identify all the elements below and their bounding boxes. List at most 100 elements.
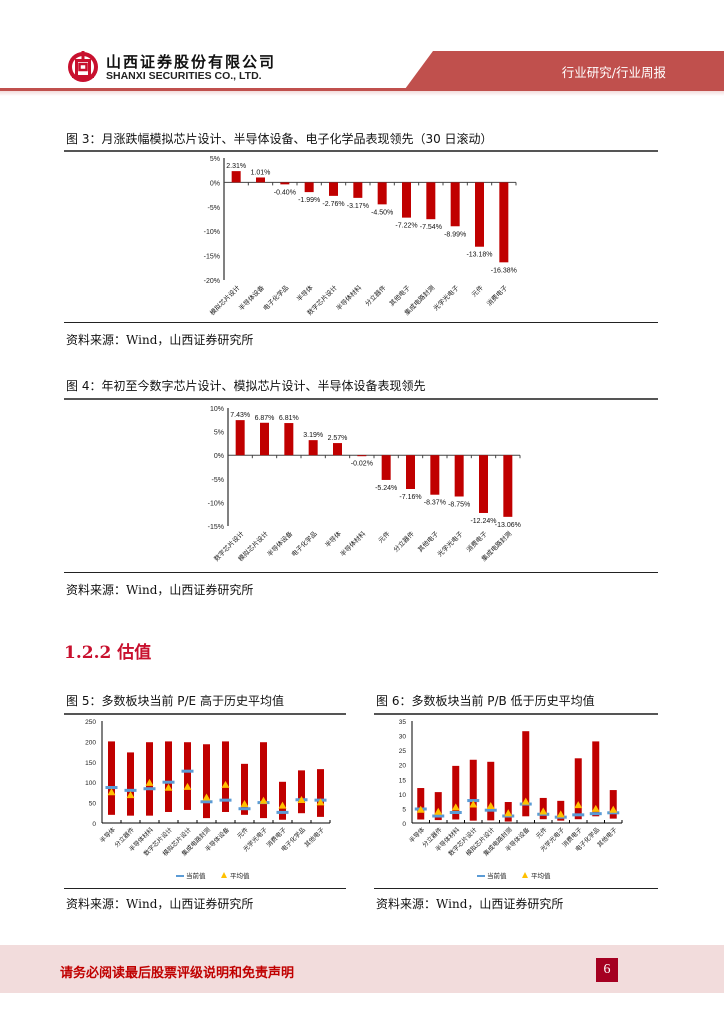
data-label: -0.40% xyxy=(274,189,296,196)
figure-3-top-rule xyxy=(64,150,658,152)
data-label: -5.24% xyxy=(375,485,397,492)
bar xyxy=(231,171,241,183)
x-category-label: 元件 xyxy=(534,826,548,840)
data-label: -8.75% xyxy=(448,502,470,509)
x-category-label: 元件 xyxy=(469,283,485,299)
x-category-label: 半导体 xyxy=(294,283,315,304)
legend-average-label: 平均值 xyxy=(531,871,551,880)
legend-current-swatch xyxy=(477,875,485,877)
data-label: 6.81% xyxy=(279,415,299,422)
y-tick-label: 20 xyxy=(399,763,407,770)
range-bar xyxy=(127,752,134,816)
current-value-marker xyxy=(219,798,232,802)
range-bar xyxy=(574,758,582,820)
figure-6-title: 图 6：多数板块当前 P/B 低于历史平均值 xyxy=(376,694,595,708)
data-label: 3.19% xyxy=(303,432,323,439)
x-category-label: 电子化学品 xyxy=(289,529,318,558)
y-tick-label: -20% xyxy=(204,278,220,285)
average-value-marker xyxy=(469,800,478,808)
y-tick-label: 30 xyxy=(399,734,407,741)
average-value-marker xyxy=(202,793,211,801)
average-value-marker xyxy=(591,804,600,812)
range-bar xyxy=(609,790,617,819)
average-value-marker xyxy=(504,809,513,817)
figure-5-bottom-rule xyxy=(64,888,346,889)
bar xyxy=(235,420,245,456)
range-bar xyxy=(487,761,495,821)
data-label: 2.31% xyxy=(226,163,246,170)
data-label: 6.87% xyxy=(255,415,275,422)
current-value-marker xyxy=(276,810,289,814)
legend-average-swatch xyxy=(221,872,227,878)
data-label: -8.37% xyxy=(424,500,446,507)
bar xyxy=(377,182,387,205)
current-value-marker xyxy=(607,811,620,815)
range-bar xyxy=(452,765,460,820)
page-number: 6 xyxy=(596,958,618,982)
header-divider xyxy=(0,88,724,91)
data-label: -12.24% xyxy=(470,518,496,525)
figure-4-title: 图 4：年初至今数字芯片设计、模拟芯片设计、半导体设备表现领先 xyxy=(66,379,426,393)
data-label: -4.50% xyxy=(371,209,393,216)
current-value-marker xyxy=(589,812,602,816)
data-label: 7.43% xyxy=(230,412,250,419)
y-tick-label: -5% xyxy=(208,205,220,212)
data-label: -2.76% xyxy=(322,201,344,208)
report-type: 行业研究/行业周报 xyxy=(561,65,666,80)
average-value-marker xyxy=(609,805,618,813)
x-category-label: 其他电子 xyxy=(303,826,326,849)
legend-average-label: 平均值 xyxy=(230,871,250,880)
page-header: 山西证券股份有限公司 SHANXI SECURITIES CO., LTD. 行… xyxy=(0,0,724,100)
figure-5-source: 资料来源：Wind，山西证券研究所 xyxy=(66,897,254,911)
average-value-marker xyxy=(416,805,425,813)
bar xyxy=(426,182,436,220)
y-tick-label: 0 xyxy=(92,821,96,828)
current-value-marker xyxy=(484,808,497,812)
y-tick-label: 10% xyxy=(210,406,224,413)
average-value-marker xyxy=(297,795,306,803)
header-shadow xyxy=(0,91,724,96)
company-name-en: SHANXI SECURITIES CO., LTD. xyxy=(106,70,262,82)
average-value-marker xyxy=(183,782,192,790)
x-category-label: 半导体材料 xyxy=(338,529,368,559)
range-bar xyxy=(184,742,191,810)
bar xyxy=(280,182,290,185)
figure-4-source: 资料来源：Wind，山西证券研究所 xyxy=(66,583,254,597)
y-tick-label: 25 xyxy=(399,748,407,755)
average-value-marker xyxy=(539,807,548,815)
average-value-marker xyxy=(240,800,249,808)
data-label: -7.54% xyxy=(420,224,442,231)
current-value-marker xyxy=(105,786,118,790)
y-tick-label: 0% xyxy=(210,180,220,187)
x-category-label: 元件 xyxy=(376,529,392,545)
bar xyxy=(454,455,464,497)
y-tick-label: 0 xyxy=(402,821,406,828)
data-label: -1.99% xyxy=(298,197,320,204)
bar xyxy=(260,422,269,456)
figure-3-title: 图 3：月涨跌幅模拟芯片设计、半导体设备、电子化学品表现领先（30 日滚动） xyxy=(66,132,493,146)
data-label: -13.06% xyxy=(495,522,521,529)
range-bar xyxy=(469,759,477,821)
average-value-marker xyxy=(556,810,565,818)
figure-5-top-rule xyxy=(64,713,346,715)
y-tick-label: 50 xyxy=(89,801,97,808)
x-category-label: 其他电子 xyxy=(415,529,440,554)
x-category-label: 分立器件 xyxy=(391,529,416,554)
header-band xyxy=(405,51,724,89)
range-bar xyxy=(222,741,229,812)
bar xyxy=(402,182,411,218)
bar xyxy=(503,455,513,517)
x-category-label: 电子化学品 xyxy=(261,283,290,312)
x-category-label: 半导体材料 xyxy=(334,283,364,313)
average-value-marker xyxy=(486,801,495,809)
y-tick-label: 5% xyxy=(214,430,224,437)
bar xyxy=(499,182,509,263)
average-value-marker xyxy=(221,780,230,788)
average-value-marker xyxy=(278,801,287,809)
x-category-label: 光学光电子 xyxy=(435,529,465,559)
bar xyxy=(353,182,363,198)
y-tick-label: 100 xyxy=(85,780,96,787)
data-label: -7.22% xyxy=(395,223,417,230)
disclaimer-notice: 请务必阅读最后股票评级说明和免责声明 xyxy=(60,966,295,981)
range-bar xyxy=(108,741,115,815)
